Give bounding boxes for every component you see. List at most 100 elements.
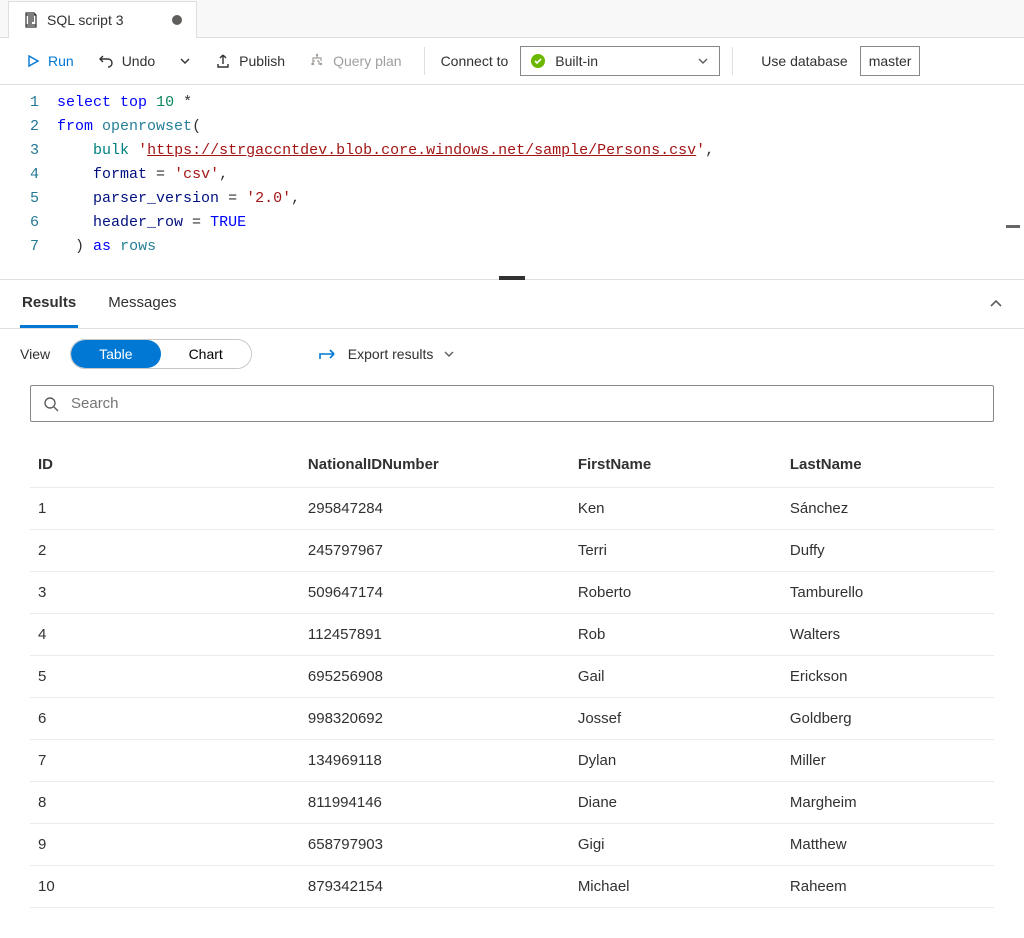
table-cell: 1: [30, 488, 300, 530]
table-cell: 8: [30, 782, 300, 824]
line-number: 6: [30, 211, 39, 235]
table-row[interactable]: 10879342154MichaelRaheem: [30, 866, 994, 908]
line-number: 7: [30, 235, 39, 259]
results-table: ID NationalIDNumber FirstName LastName 1…: [30, 442, 994, 908]
table-cell: Diane: [570, 782, 782, 824]
table-row[interactable]: 6998320692JossefGoldberg: [30, 698, 994, 740]
code-area[interactable]: select top 10 * from openrowset( bulk 'h…: [57, 91, 714, 259]
search-icon: [43, 396, 59, 412]
database-select[interactable]: master: [860, 46, 921, 76]
table-cell: 2: [30, 530, 300, 572]
connection-value: Built-in: [555, 53, 598, 69]
query-plan-icon: [309, 53, 325, 69]
table-cell: Terri: [570, 530, 782, 572]
table-cell: Michael: [570, 866, 782, 908]
table-cell: 998320692: [300, 698, 570, 740]
table-cell: 134969118: [300, 740, 570, 782]
table-cell: 245797967: [300, 530, 570, 572]
play-icon: [26, 54, 40, 68]
connect-to-label: Connect to: [441, 53, 509, 69]
query-plan-button[interactable]: Query plan: [299, 47, 411, 75]
table-row[interactable]: 5695256908GailErickson: [30, 656, 994, 698]
table-cell: 295847284: [300, 488, 570, 530]
col-id[interactable]: ID: [30, 442, 300, 488]
publish-label: Publish: [239, 53, 285, 69]
table-cell: Gail: [570, 656, 782, 698]
table-cell: Margheim: [782, 782, 994, 824]
table-cell: Raheem: [782, 866, 994, 908]
table-row[interactable]: 9658797903GigiMatthew: [30, 824, 994, 866]
minimap-marker: [1006, 225, 1020, 228]
view-bar: View Table Chart Export results: [0, 329, 1024, 379]
table-cell: Jossef: [570, 698, 782, 740]
table-cell: 509647174: [300, 572, 570, 614]
view-label: View: [20, 346, 50, 362]
export-results-button[interactable]: Export results: [312, 345, 462, 363]
undo-dropdown[interactable]: [169, 49, 201, 73]
toolbar-separator: [732, 47, 733, 75]
export-label: Export results: [348, 346, 434, 362]
database-value: master: [869, 53, 912, 69]
line-number: 2: [30, 115, 39, 139]
table-cell: Dylan: [570, 740, 782, 782]
table-row[interactable]: 3509647174RobertoTamburello: [30, 572, 994, 614]
unsaved-dot-icon: [172, 15, 182, 25]
table-cell: Goldberg: [782, 698, 994, 740]
col-nationalid[interactable]: NationalIDNumber: [300, 442, 570, 488]
table-cell: 5: [30, 656, 300, 698]
publish-button[interactable]: Publish: [205, 47, 295, 75]
chevron-down-icon: [179, 55, 191, 67]
table-cell: Walters: [782, 614, 994, 656]
table-cell: 3: [30, 572, 300, 614]
search-row: [0, 379, 1024, 432]
script-icon: [23, 12, 39, 28]
tab-results[interactable]: Results: [20, 280, 78, 328]
undo-label: Undo: [122, 53, 155, 69]
col-firstname[interactable]: FirstName: [570, 442, 782, 488]
table-row[interactable]: 2245797967TerriDuffy: [30, 530, 994, 572]
table-cell: 4: [30, 614, 300, 656]
view-toggle: Table Chart: [70, 339, 252, 369]
search-box[interactable]: [30, 385, 994, 422]
toolbar-separator: [424, 47, 425, 75]
publish-icon: [215, 53, 231, 69]
table-cell: 658797903: [300, 824, 570, 866]
active-tab[interactable]: SQL script 3: [8, 1, 197, 38]
run-button[interactable]: Run: [16, 47, 84, 75]
search-input[interactable]: [69, 394, 981, 413]
line-number: 5: [30, 187, 39, 211]
table-cell: 10: [30, 866, 300, 908]
table-cell: Matthew: [782, 824, 994, 866]
table-cell: Miller: [782, 740, 994, 782]
tab-messages[interactable]: Messages: [106, 280, 178, 328]
connection-select[interactable]: Built-in: [520, 46, 720, 76]
resize-handle[interactable]: [499, 276, 525, 280]
table-cell: 9: [30, 824, 300, 866]
table-row[interactable]: 7134969118DylanMiller: [30, 740, 994, 782]
use-database-label: Use database: [761, 53, 847, 69]
table-cell: 811994146: [300, 782, 570, 824]
chevron-down-icon: [697, 55, 709, 67]
sql-editor[interactable]: 1 2 3 4 5 6 7 select top 10 * from openr…: [0, 85, 1024, 280]
collapse-results-button[interactable]: [988, 296, 1004, 312]
view-table-button[interactable]: Table: [71, 340, 160, 368]
table-cell: Tamburello: [782, 572, 994, 614]
tab-title: SQL script 3: [47, 12, 124, 28]
table-cell: 695256908: [300, 656, 570, 698]
line-number: 3: [30, 139, 39, 163]
table-row[interactable]: 4112457891RobWalters: [30, 614, 994, 656]
export-icon: [318, 347, 338, 361]
table-cell: Roberto: [570, 572, 782, 614]
table-cell: 7: [30, 740, 300, 782]
undo-button[interactable]: Undo: [88, 47, 165, 75]
table-cell: Ken: [570, 488, 782, 530]
line-number: 4: [30, 163, 39, 187]
run-label: Run: [48, 53, 74, 69]
col-lastname[interactable]: LastName: [782, 442, 994, 488]
table-row[interactable]: 8811994146DianeMargheim: [30, 782, 994, 824]
view-chart-button[interactable]: Chart: [161, 340, 251, 368]
table-cell: 6: [30, 698, 300, 740]
undo-icon: [98, 53, 114, 69]
toolbar: Run Undo Publish Query plan Connect to B…: [0, 38, 1024, 85]
table-row[interactable]: 1295847284KenSánchez: [30, 488, 994, 530]
